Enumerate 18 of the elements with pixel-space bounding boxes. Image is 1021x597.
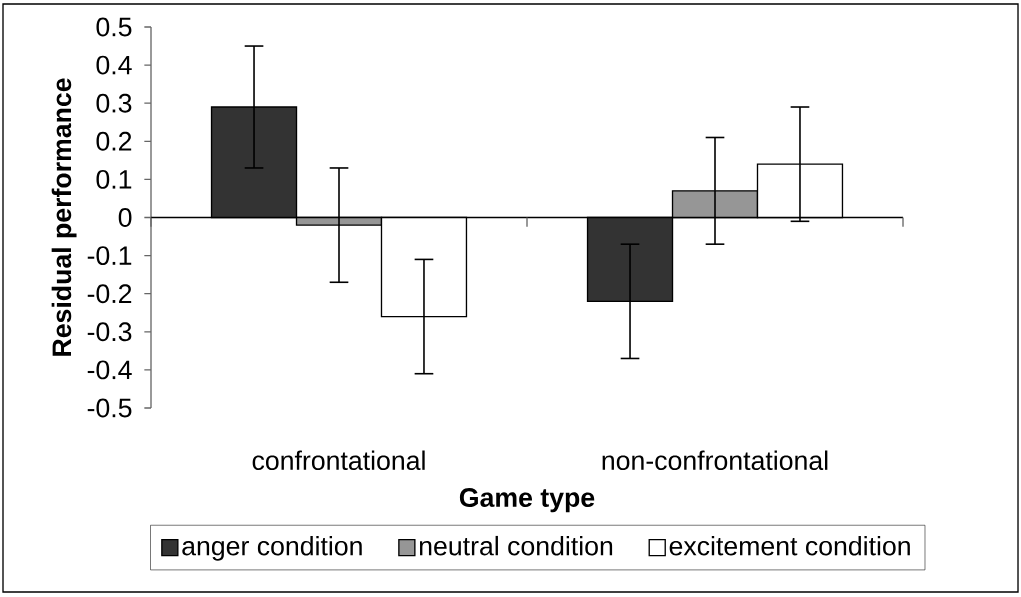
x-tick-label: confrontational — [252, 450, 425, 471]
y-tick-label: -0.3 — [87, 322, 132, 342]
y-tick-label: 0.4 — [96, 55, 132, 75]
y-tick-label: 0.5 — [96, 17, 132, 37]
x-tick-label: non-confrontational — [602, 450, 828, 471]
y-tick-label: -0.1 — [87, 246, 132, 266]
y-tick-label: 0.3 — [96, 93, 132, 113]
y-tick-label: -0.2 — [87, 284, 132, 304]
y-tick-label: 0.2 — [96, 131, 132, 151]
y-tick-label: -0.4 — [87, 360, 132, 380]
legend-label: excitement condition — [669, 535, 910, 556]
y-tick-label: 0.1 — [96, 169, 132, 189]
y-tick-label: 0 — [118, 208, 132, 227]
legend-label: anger condition — [182, 535, 362, 561]
legend-label: neutral condition — [419, 535, 613, 556]
y-axis-title: Residual performance — [51, 78, 77, 356]
y-tick-label: -0.5 — [87, 398, 132, 418]
x-axis-title: Game type — [459, 488, 595, 513]
